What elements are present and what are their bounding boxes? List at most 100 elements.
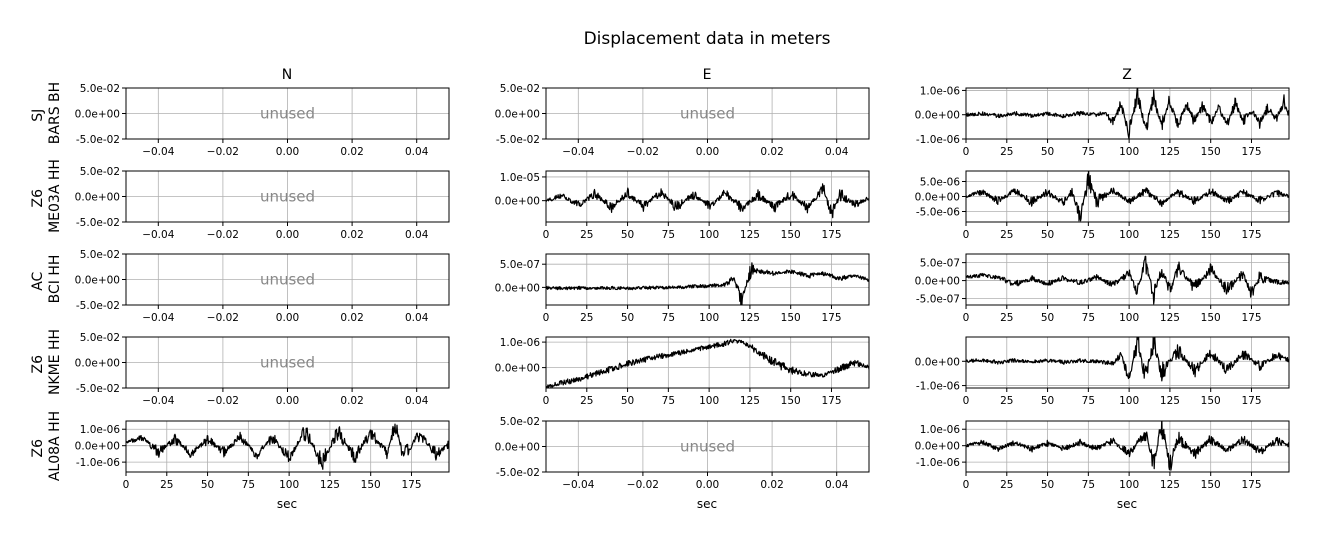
row-label-station: ME03A HH <box>47 159 63 233</box>
x-tick-label: 0 <box>123 479 130 491</box>
x-tick-label: 75 <box>1082 312 1095 324</box>
x-tick-label: 0.02 <box>760 479 783 491</box>
axes-frame <box>965 87 1290 140</box>
y-tick-label: 0.0e+00 <box>75 441 120 453</box>
x-tick-label: 0.02 <box>340 146 363 158</box>
x-tick-label: 150 <box>1201 395 1221 407</box>
x-tick-label: −0.04 <box>562 479 594 491</box>
row-label-1: SJ BARS BH <box>30 82 63 144</box>
x-tick-label: 0 <box>543 312 550 324</box>
x-tick-label: 100 <box>1119 312 1139 324</box>
subplot-r2-e: 0 25 50 75 100 125 150 175 0.0e+00 1.0e-05 <box>495 170 870 241</box>
x-tick-label: 100 <box>1119 395 1139 407</box>
x-tick-label: 0.04 <box>405 229 429 241</box>
axes-frame <box>545 336 870 389</box>
x-tick-label: −0.04 <box>142 229 174 241</box>
waveform-trace <box>966 337 1289 382</box>
x-tick-label: 150 <box>781 312 801 324</box>
x-tick-label: 175 <box>1241 312 1261 324</box>
y-tick-label: -5.0e-07 <box>916 294 960 306</box>
waveform-trace <box>126 423 449 470</box>
x-tick-label: 150 <box>1201 312 1221 324</box>
y-tick-label: -5.0e-02 <box>76 300 120 312</box>
y-tick-label: -5.0e-06 <box>916 207 960 219</box>
y-tick-label: 5.0e-06 <box>920 177 961 189</box>
y-tick-label: 0.0e+00 <box>75 192 120 204</box>
y-tick-label: -5.0e-02 <box>496 467 540 479</box>
x-tick-label: 0.04 <box>405 146 429 158</box>
axes-frame <box>125 420 450 473</box>
y-tick-label: 1.0e-06 <box>920 85 961 97</box>
x-tick-label: −0.04 <box>562 146 594 158</box>
y-tick-label: 0.0e+00 <box>915 276 960 288</box>
row-label-network: Z6 <box>30 189 46 208</box>
axes-frame <box>545 170 870 223</box>
row-label-station: NKME HH <box>47 329 63 395</box>
x-tick-label: −0.02 <box>207 312 239 324</box>
column-titles: N E Z <box>282 67 1132 83</box>
x-tick-label: 75 <box>662 312 675 324</box>
unused-label: unused <box>680 105 735 123</box>
x-tick-label: −0.04 <box>142 146 174 158</box>
x-tick-label: 125 <box>1160 312 1180 324</box>
subplot-r1-z: 0 25 50 75 100 125 150 175 -1.0e-06 0.0e+00 1.0e-0… <box>915 85 1290 158</box>
x-tick-label: 150 <box>1201 229 1221 241</box>
x-tick-label: −0.02 <box>207 229 239 241</box>
x-tick-label: 125 <box>1160 479 1180 491</box>
y-tick-label: 5.0e-02 <box>80 166 120 178</box>
x-tick-label: 100 <box>1119 146 1139 158</box>
x-tick-label: 150 <box>781 395 801 407</box>
x-tick-label: 0.00 <box>276 229 299 241</box>
x-tick-label: 25 <box>1000 479 1013 491</box>
x-tick-label: 50 <box>1041 146 1054 158</box>
x-tick-label: 175 <box>821 229 841 241</box>
x-tick-label: 50 <box>1041 395 1054 407</box>
row-label-station: BARS BH <box>47 82 63 144</box>
subplot-r3-e: 0 25 50 75 100 125 150 175 0.0e+00 5.0e-07 <box>495 253 870 324</box>
waveform-trace <box>966 421 1289 471</box>
y-tick-label: -5.0e-02 <box>496 134 540 146</box>
row-label-network: Z6 <box>30 355 46 374</box>
axes-frame <box>965 253 1290 306</box>
x-tick-label: 75 <box>662 229 675 241</box>
x-tick-label: 0 <box>963 229 970 241</box>
x-tick-label: 100 <box>699 395 719 407</box>
y-tick-label: 0.0e+00 <box>495 282 540 294</box>
y-tick-label: -1.0e-06 <box>916 381 960 393</box>
x-tick-label: 25 <box>580 395 593 407</box>
x-tick-label: 125 <box>1160 395 1180 407</box>
y-tick-label: -1.0e-06 <box>916 134 960 146</box>
subplot-r3-z: 0 25 50 75 100 125 150 175 -5.0e-07 0.0e+00 5.0e-0… <box>915 253 1290 324</box>
y-tick-label: 5.0e-02 <box>500 416 540 428</box>
subplot-grid: unused −0.04 −0.02 0.00 0.02 0.04 -5.0e-02 0.0e… <box>75 83 1290 491</box>
y-tick-label: 1.0e-06 <box>500 337 541 349</box>
x-tick-label: 75 <box>662 395 675 407</box>
column-title-e: E <box>703 67 712 83</box>
y-tick-label: 0.0e+00 <box>495 442 540 454</box>
y-tick-label: 0.0e+00 <box>75 358 120 370</box>
x-tick-label: 50 <box>621 395 634 407</box>
y-tick-label: 5.0e-02 <box>80 249 120 261</box>
y-tick-label: 0.0e+00 <box>915 356 960 368</box>
x-tick-label: 50 <box>201 479 214 491</box>
x-tick-label: 25 <box>1000 312 1013 324</box>
x-tick-label: 0.04 <box>825 479 849 491</box>
x-tick-label: 0.02 <box>340 312 363 324</box>
y-tick-label: 0.0e+00 <box>915 441 960 453</box>
unused-label: unused <box>260 188 315 206</box>
subplot-r3-n: unused −0.04 −0.02 0.00 0.02 0.04 -5.0e-02 0.0e… <box>75 249 450 324</box>
x-tick-label: 175 <box>1241 395 1261 407</box>
y-tick-label: 5.0e-02 <box>80 332 120 344</box>
x-tick-label: 175 <box>401 479 421 491</box>
x-tick-label: 0.02 <box>760 146 783 158</box>
x-tick-label: 100 <box>1119 479 1139 491</box>
x-tick-label: 100 <box>699 312 719 324</box>
x-tick-label: 25 <box>580 229 593 241</box>
x-tick-label: −0.02 <box>207 395 239 407</box>
y-tick-label: 5.0e-07 <box>920 258 960 270</box>
subplot-r5-e: unused −0.04 −0.02 0.00 0.02 0.04 -5.0e-02 0.0e… <box>495 416 870 491</box>
y-tick-label: 1.0e-05 <box>500 172 540 184</box>
y-tick-label: -1.0e-06 <box>76 457 120 469</box>
x-tick-label: 50 <box>621 312 634 324</box>
